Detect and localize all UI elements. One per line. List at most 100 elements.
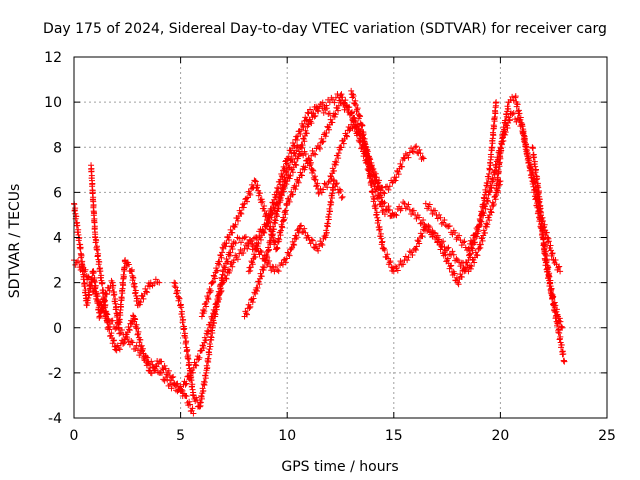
series-track-9 — [422, 99, 500, 254]
data-point — [410, 207, 417, 214]
data-point — [326, 211, 333, 218]
data-point — [200, 387, 207, 394]
data-point — [410, 148, 417, 155]
data-point — [464, 262, 471, 269]
data-point — [300, 152, 307, 159]
data-point — [429, 233, 436, 240]
data-point — [219, 249, 226, 256]
data-point — [335, 107, 342, 114]
data-point — [259, 263, 266, 270]
data-point — [245, 239, 252, 246]
data-point — [404, 257, 411, 264]
data-point — [373, 209, 380, 216]
data-point — [307, 159, 314, 166]
data-point — [246, 236, 253, 243]
data-point — [258, 273, 265, 280]
data-point — [88, 172, 95, 179]
data-point — [545, 238, 552, 245]
data-point — [324, 184, 331, 191]
data-point — [183, 380, 190, 387]
data-point — [198, 395, 205, 402]
data-point — [111, 343, 118, 350]
data-point — [419, 154, 426, 161]
data-point — [261, 229, 268, 236]
data-point — [287, 172, 294, 179]
data-point — [490, 132, 497, 139]
data-point — [553, 306, 560, 313]
data-point — [339, 94, 346, 101]
data-point — [161, 362, 168, 369]
x-tick-label: 10 — [278, 428, 296, 444]
data-point — [277, 227, 284, 234]
data-point — [105, 323, 112, 330]
y-tick-label: -2 — [48, 366, 62, 382]
y-tick-label: 8 — [53, 140, 62, 156]
data-point — [178, 386, 185, 393]
data-point — [134, 325, 141, 332]
data-point — [334, 152, 341, 159]
y-tick-label: 4 — [53, 231, 62, 247]
x-tick-label: 25 — [598, 428, 616, 444]
data-point — [301, 138, 308, 145]
data-point — [142, 353, 149, 360]
data-point — [356, 112, 363, 119]
data-point — [298, 222, 305, 229]
data-point — [91, 210, 98, 217]
data-point — [516, 110, 523, 117]
data-point — [384, 251, 391, 258]
data-point — [303, 117, 310, 124]
data-point — [116, 330, 123, 337]
data-point — [309, 147, 316, 154]
data-point — [332, 158, 339, 165]
data-point — [295, 229, 302, 236]
data-point — [149, 361, 156, 368]
data-point — [547, 242, 554, 249]
data-point — [265, 246, 272, 253]
data-point — [499, 134, 506, 141]
data-point — [338, 97, 345, 104]
data-point — [405, 254, 412, 261]
data-point — [91, 285, 98, 292]
data-point — [480, 201, 487, 208]
data-point — [557, 268, 564, 275]
data-point — [405, 154, 412, 161]
data-point — [352, 97, 359, 104]
data-point — [100, 304, 107, 311]
data-point — [112, 300, 119, 307]
data-point — [402, 205, 409, 212]
data-point — [204, 294, 211, 301]
data-point — [249, 299, 256, 306]
data-point — [380, 207, 387, 214]
y-tick-label: 0 — [53, 321, 62, 337]
data-point — [374, 186, 381, 193]
data-point — [324, 220, 331, 227]
data-point — [126, 327, 133, 334]
data-point — [255, 240, 262, 247]
data-point — [164, 376, 171, 383]
data-point — [522, 141, 529, 148]
data-point — [488, 209, 495, 216]
data-point — [332, 111, 339, 118]
data-point — [222, 275, 229, 282]
data-point — [378, 235, 385, 242]
data-point — [227, 249, 234, 256]
data-point — [458, 274, 465, 281]
data-point — [352, 102, 359, 109]
data-point — [117, 312, 124, 319]
data-point — [372, 205, 379, 212]
data-point — [254, 245, 261, 252]
data-point — [275, 185, 282, 192]
data-point — [260, 228, 267, 235]
y-axis-label: SDTVAR / TECUs — [7, 184, 23, 299]
data-point — [89, 180, 96, 187]
data-point — [392, 177, 399, 184]
data-point — [252, 178, 259, 185]
data-point — [455, 281, 462, 288]
data-point — [320, 186, 327, 193]
data-point — [323, 102, 330, 109]
data-point — [156, 279, 163, 286]
data-point — [543, 229, 550, 236]
data-point — [173, 290, 180, 297]
data-point — [417, 150, 424, 157]
data-point — [354, 106, 361, 113]
